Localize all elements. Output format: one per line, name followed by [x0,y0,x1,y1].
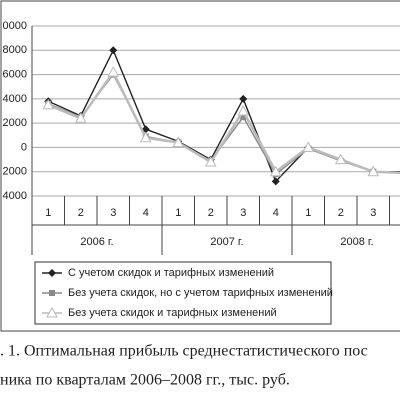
marker [240,114,247,121]
x-tick-label: 1 [305,207,311,219]
marker [107,66,120,77]
x-tick-label: 4 [273,207,279,219]
caption: ника по кварталам 2006–2008 гг., тыс. ру… [0,372,290,389]
y-tick-label: 2000 [3,117,27,129]
caption: . 1. Оптимальная прибыль среднестатистич… [0,343,368,360]
x-tick-label: 4 [143,207,149,219]
marker [334,153,347,165]
x-tick-label: 1 [45,207,51,219]
x-tick-label: 3 [370,207,376,219]
marker [239,94,248,103]
marker [271,177,280,186]
marker [42,98,55,110]
group-label: 2008 г. [340,236,373,248]
x-tick-label: 2 [338,207,344,219]
legend-label: Без учета скидок, но с учетом тарифных и… [68,287,333,299]
group-label: 2006 г. [80,236,113,248]
y-tick-label: 4000 [3,190,27,202]
marker [204,155,217,167]
y-tick-label: 8000 [3,44,27,56]
y-tick-label: 0 [21,141,27,153]
legend-box [34,261,332,325]
legend-label: С учетом скидок и тарифных изменений [68,267,274,279]
x-tick-label: 1 [175,207,181,219]
y-tick-label: 2000 [3,166,27,178]
marker [367,165,380,177]
x-tick-label: 3 [240,207,246,219]
marker [302,141,315,152]
marker [172,136,185,148]
marker [139,131,152,143]
x-tick-label: 3 [110,207,116,219]
marker [48,269,56,277]
x-tick-label: 2 [78,207,84,219]
chart-frame [0,0,400,332]
marker [109,46,118,55]
series-line [47,69,400,174]
marker [46,306,58,318]
y-tick-label: 6000 [3,68,27,80]
legend-label: Без учета скидок и тарифных изменений [68,307,277,319]
marker [269,165,282,177]
marker [74,112,87,123]
y-tick-label: 0000 [3,20,27,32]
y-tick-label: 4000 [3,93,27,105]
x-tick-label: 2 [208,207,214,219]
marker [49,290,55,296]
marker [237,104,250,116]
group-label: 2007 г. [210,236,243,248]
